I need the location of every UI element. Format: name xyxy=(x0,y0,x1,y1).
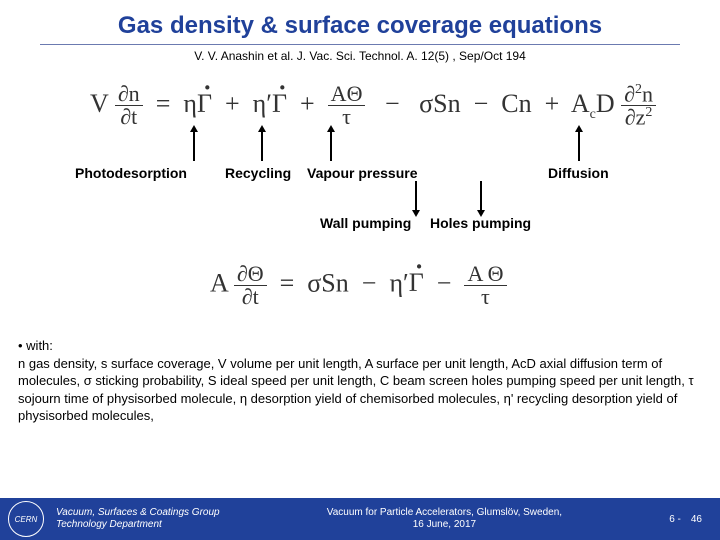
eq1-dn: ∂n xyxy=(115,83,143,106)
footer-mid-line2: 16 June, 2017 xyxy=(220,519,670,532)
footer-bar: CERN Vacuum, Surfaces & Coatings Group T… xyxy=(0,498,720,540)
eq2-etap: η′ xyxy=(389,268,408,297)
eq1-eta: η xyxy=(183,89,197,118)
eq1-dz: ∂z xyxy=(625,105,646,130)
eq2-tau: τ xyxy=(464,286,506,308)
eq1-Ac: A xyxy=(571,89,590,118)
footer-group-line2: Technology Department xyxy=(56,519,220,532)
eq1-dt: ∂t xyxy=(115,106,143,128)
eq1-dzexp: 2 xyxy=(645,105,652,120)
footer-page-a: 6 - xyxy=(669,514,681,525)
footer-page-b: 46 xyxy=(691,514,702,525)
eq1-A: A xyxy=(331,81,347,106)
eq1-d2exp: 2 xyxy=(635,82,642,97)
footer-group-line1: Vacuum, Surfaces & Coatings Group xyxy=(56,507,220,520)
eq1-gamma2: Γ xyxy=(272,89,287,118)
eq2-gamma: Γ xyxy=(409,268,424,297)
eq1-Theta: Θ xyxy=(347,81,363,106)
equation-2: A ∂Θ∂t = σSn − η′Γ − A Θτ xyxy=(210,263,507,308)
equation-2-area: A ∂Θ∂t = σSn − η′Γ − A Θτ xyxy=(0,263,720,323)
footer-mid: Vacuum for Particle Accelerators, Glumsl… xyxy=(220,507,670,532)
label-recycling: Recycling xyxy=(225,165,291,181)
cern-logo: CERN xyxy=(8,501,44,537)
label-photodesorption: Photodesorption xyxy=(75,165,187,181)
eq1-gamma1: Γ xyxy=(197,89,212,118)
eq1-etap: η′ xyxy=(253,89,272,118)
eq1-d2: ∂ xyxy=(624,81,635,106)
equation-1: V ∂n∂t = ηΓ + η′Γ + AΘτ − σSn − Cn + AcD… xyxy=(90,83,656,129)
label-wall-pumping: Wall pumping xyxy=(320,215,411,231)
slide-title: Gas density & surface coverage equations xyxy=(40,0,680,45)
definitions-text: • with: n gas density, s surface coverag… xyxy=(0,337,720,425)
arrow-holes xyxy=(480,181,482,211)
footer-group: Vacuum, Surfaces & Coatings Group Techno… xyxy=(56,507,220,532)
eq1-Cn: Cn xyxy=(501,89,531,118)
arrow-recycling xyxy=(261,131,263,161)
eq1-n2: n xyxy=(642,81,653,106)
arrow-wall xyxy=(415,181,417,211)
eq2-ATheta: A Θ xyxy=(464,263,506,286)
label-vapour: Vapour pressure xyxy=(307,165,418,181)
eq1-sSn: σSn xyxy=(419,89,460,118)
eq1-D: D xyxy=(596,89,615,118)
eq2-dt: ∂t xyxy=(234,286,267,308)
eq1-V: V xyxy=(90,89,108,118)
arrow-vapour xyxy=(330,131,332,161)
arrow-diffusion xyxy=(578,131,580,161)
citation: V. V. Anashin et al. J. Vac. Sci. Techno… xyxy=(0,49,720,63)
eq2-dT: ∂Θ xyxy=(234,263,267,286)
equation-1-area: V ∂n∂t = ηΓ + η′Γ + AΘτ − σSn − Cn + AcD… xyxy=(0,81,720,201)
eq2-A: A xyxy=(210,268,227,297)
arrow-photodesorption xyxy=(193,131,195,161)
footer-mid-line1: Vacuum for Particle Accelerators, Glumsl… xyxy=(220,507,670,520)
label-diffusion: Diffusion xyxy=(548,165,609,181)
label-holes-pumping: Holes pumping xyxy=(430,215,531,231)
eq2-sSn: σSn xyxy=(307,268,348,297)
